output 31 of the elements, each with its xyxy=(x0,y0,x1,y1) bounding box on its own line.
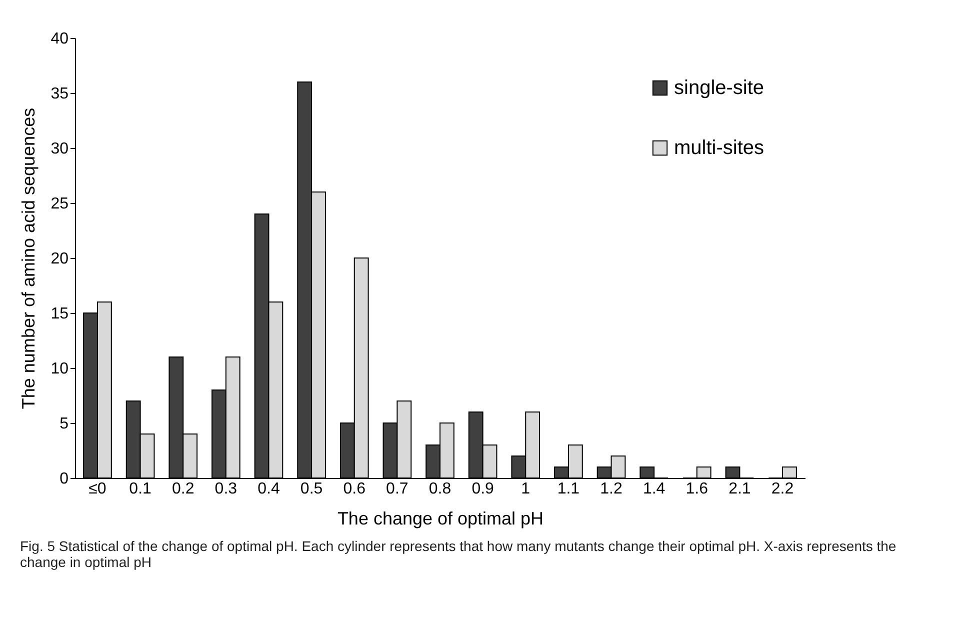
x-tick-label: 0.3 xyxy=(214,480,238,498)
x-tick-label: 0.8 xyxy=(428,480,452,498)
x-tick-label: 0.6 xyxy=(343,480,366,498)
x-tick-label: 0.5 xyxy=(300,480,323,498)
y-tick-label: 0 xyxy=(60,470,69,488)
y-tick-label: 30 xyxy=(50,140,69,158)
x-tick-label: 0.1 xyxy=(129,480,152,498)
x-tick-label: 0.4 xyxy=(258,480,280,498)
x-tick-label: 1.6 xyxy=(686,480,708,498)
x-tick-label: 0.7 xyxy=(386,480,408,498)
x-tick-label: 2.2 xyxy=(771,480,794,498)
y-tick-label: 40 xyxy=(50,30,69,48)
y-tick-label: 5 xyxy=(60,416,69,432)
x-tick-label: ≤0 xyxy=(88,480,106,498)
x-tick-label: 1.1 xyxy=(557,480,580,498)
x-tick-label: 1 xyxy=(521,480,530,498)
y-tick-label: 15 xyxy=(50,306,69,322)
y-tick-label: 20 xyxy=(50,250,69,268)
x-tick-label: 0.2 xyxy=(172,480,194,498)
legend-label: multi-sites xyxy=(674,137,764,159)
y-axis-title: The number of amino acid sequences xyxy=(18,108,39,410)
x-tick-label: 2.1 xyxy=(728,480,751,498)
x-tick-label: 1.2 xyxy=(600,480,622,498)
x-tick-label: 0.9 xyxy=(472,480,494,498)
legend-label: single-site xyxy=(674,77,764,99)
y-tick-label: 35 xyxy=(50,86,69,102)
x-tick-label: 1.4 xyxy=(642,480,666,498)
x-axis-title: The change of optimal pH xyxy=(337,508,544,528)
y-tick-label: 10 xyxy=(50,360,69,378)
caption: Fig. 5 Statistical of the change of optimal pH. Each cylinder represents that how many mutants change their optimal pH. X-axis represents the change in optimal pH xyxy=(20,538,898,570)
y-tick-label: 25 xyxy=(50,196,69,212)
